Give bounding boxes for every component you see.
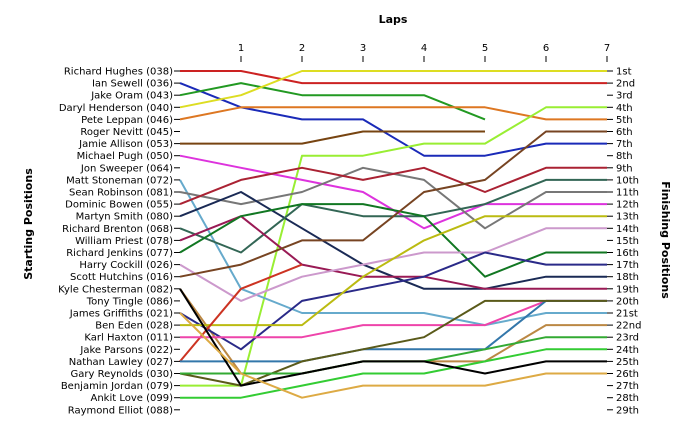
finishing-position-label: 25th: [616, 357, 639, 368]
finishing-position-label: 20th: [616, 296, 639, 307]
finishing-position-label: 29th: [616, 405, 639, 416]
starting-position-label: Jon Sweeper (064): [80, 163, 173, 174]
starting-position-label: Nathan Lawley (027): [69, 357, 173, 368]
y-axis-label-left: Starting Positions: [22, 168, 35, 280]
series-line-22: [180, 299, 607, 339]
starting-position-label: Gary Reynolds (030): [70, 369, 173, 380]
finishing-position-label: 4th: [616, 103, 633, 114]
series-line-4: [179, 70, 607, 109]
x-axis-ticks: 1 2 3 4 5 6 7: [238, 43, 610, 62]
series-line-11: [179, 166, 607, 206]
starting-position-label: Daryl Henderson (040): [59, 103, 173, 114]
finishing-position-label: 13th: [616, 212, 639, 223]
finishing-position-label: 26th: [616, 369, 639, 380]
starting-position-label: Benjamin Jordan (079): [61, 381, 173, 392]
series-line-26: [180, 348, 607, 399]
finishing-position-label: 6th: [616, 127, 633, 138]
starting-position-label: James Griffiths (021): [69, 309, 173, 320]
x-tick-label-2: 2: [299, 43, 305, 54]
series-line-24: [179, 299, 607, 387]
series-line-6: [180, 130, 485, 145]
series-line-23: [180, 299, 607, 363]
finishing-position-label: 15th: [616, 236, 639, 247]
finishing-position-label: 3rd: [616, 91, 633, 102]
series-line-1: [180, 70, 607, 85]
finishing-position-label: 11th: [616, 188, 639, 199]
finishing-position-label: 8th: [616, 151, 633, 162]
series-line-2: [179, 82, 607, 157]
finishing-position-label: 23rd: [616, 333, 639, 344]
starting-position-label: Jamie Allison (053): [78, 139, 173, 150]
starting-position-label: Michael Pugh (050): [77, 151, 174, 162]
series-line-28: [179, 312, 607, 399]
starting-position-label: Richard Hughes (038): [64, 67, 173, 78]
starting-position-label: Karl Haxton (011): [84, 333, 173, 344]
series-line-15: [179, 203, 607, 278]
series-line-3: [179, 82, 486, 121]
y-axis-label-right: Finishing Positions: [659, 181, 672, 299]
series-line-7: [180, 106, 607, 387]
starting-position-label: Dominic Bowen (055): [65, 200, 173, 211]
starting-position-label: Sean Robinson (081): [69, 188, 173, 199]
finishing-position-label: 22nd: [616, 321, 641, 332]
x-tick-label-3: 3: [360, 43, 366, 54]
finishing-position-label: 12th: [616, 200, 639, 211]
series-line-20: [180, 215, 607, 327]
starting-position-label: Roger Nevitt (045): [80, 127, 173, 138]
finishing-position-label: 14th: [616, 224, 639, 235]
finishing-position-label: 1st: [616, 67, 632, 78]
starting-position-label: Scott Hutchins (016): [70, 272, 173, 283]
x-tick-label-5: 5: [482, 43, 488, 54]
finishing-position-label: 10th: [616, 175, 639, 186]
starting-position-label: Tony Tingle (086): [86, 296, 173, 307]
finishing-position-label: 5th: [616, 115, 633, 126]
series-line-9: [179, 179, 607, 327]
series-line-17: [179, 130, 607, 278]
finishing-position-label: 24th: [616, 345, 639, 356]
starting-position-label: Ankit Love (099): [91, 393, 174, 404]
finishing-position-label: 9th: [616, 163, 633, 174]
series-line-27: [179, 288, 607, 387]
starting-position-label: Martyn Smith (080): [76, 212, 174, 223]
finishing-position-labels: 1st2nd3rd4th5th6th7th8th9th10th11th12th1…: [607, 67, 641, 416]
starting-position-label: Richard Jenkins (077): [66, 248, 173, 259]
starting-position-label: Kyle Chesterman (082): [58, 284, 173, 295]
x-tick-label-6: 6: [543, 43, 549, 54]
finishing-position-label: 16th: [616, 248, 639, 259]
starting-position-label: Pete Leppan (046): [81, 115, 173, 126]
finishing-position-label: 2nd: [616, 79, 635, 90]
finishing-position-label: 27th: [616, 381, 639, 392]
finishing-position-label: 7th: [616, 139, 633, 150]
starting-position-label: Ian Sewell (036): [92, 79, 173, 90]
starting-position-label: Jake Parsons (022): [79, 345, 173, 356]
chart-title: Laps: [379, 13, 408, 26]
starting-position-label: William Priest (078): [75, 236, 173, 247]
x-tick-label-1: 1: [238, 43, 244, 54]
series-line-14: [179, 215, 607, 290]
finishing-position-label: 28th: [616, 393, 639, 404]
starting-position-label: Ben Eden (028): [95, 321, 173, 332]
series-line-5: [179, 106, 607, 121]
x-tick-label-7: 7: [604, 43, 610, 54]
finishing-position-label: 21st: [616, 309, 638, 320]
series-line-19: [179, 251, 607, 351]
finishing-position-label: 19th: [616, 284, 639, 295]
series-lines: [179, 70, 607, 399]
starting-position-label: Raymond Elliot (088): [68, 405, 173, 416]
x-tick-label-4: 4: [421, 43, 427, 54]
starting-position-label: Richard Brenton (068): [62, 224, 173, 235]
finishing-position-label: 17th: [616, 260, 639, 271]
starting-position-label: Jake Oram (043): [90, 91, 173, 102]
starting-position-label: Harry Cockill (026): [79, 260, 173, 271]
finishing-position-label: 18th: [616, 272, 639, 283]
starting-grid-labels: Richard Hughes (038)Ian Sewell (036)Jake…: [58, 67, 180, 416]
starting-position-label: Matt Stoneman (072): [66, 175, 173, 186]
